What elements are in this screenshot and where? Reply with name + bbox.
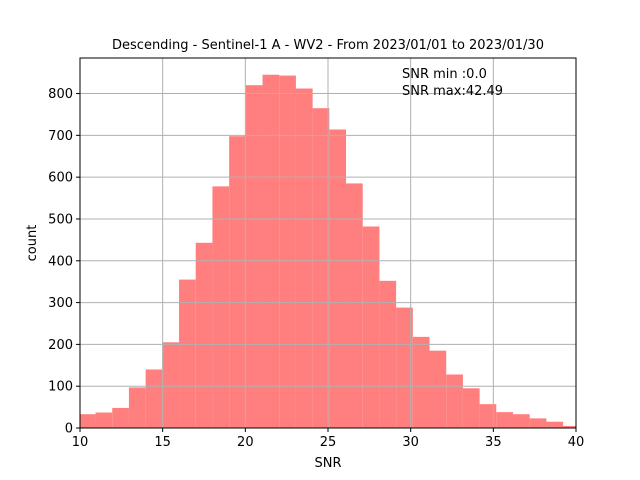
histogram-bar (446, 374, 463, 428)
histogram-bar (312, 108, 330, 428)
histogram-bar (329, 129, 347, 428)
histogram-bar (295, 88, 313, 428)
x-tick-label: 10 (72, 435, 89, 450)
histogram-bar (112, 407, 129, 428)
histogram-bar (496, 412, 514, 428)
x-tick-label: 15 (154, 435, 171, 450)
y-tick-label: 400 (48, 254, 73, 269)
y-tick-label: 100 (48, 380, 73, 395)
y-tick-label: 200 (48, 338, 73, 353)
histogram-bar (145, 369, 163, 428)
histogram-bar (362, 226, 380, 428)
annotation-snr-max: SNR max:42.49 (402, 84, 503, 99)
histogram-bar (529, 418, 547, 428)
histogram-bar (162, 342, 180, 428)
histogram-bars (80, 74, 576, 428)
histogram-bar (80, 414, 96, 428)
histogram-bar (546, 421, 564, 428)
annotation-snr-min: SNR min :0.0 (402, 67, 487, 82)
y-tick-label: 700 (48, 129, 73, 144)
y-tick-label: 0 (65, 422, 73, 437)
x-axis-ticks: 10 15 20 25 30 35 40 (72, 428, 585, 450)
x-axis-label: SNR (314, 456, 341, 471)
histogram-bar (429, 350, 447, 428)
x-tick-label: 25 (320, 435, 337, 450)
histogram-bar (479, 404, 497, 428)
x-tick-label: 35 (485, 435, 502, 450)
histogram-bar (128, 387, 146, 428)
y-tick-label: 600 (48, 171, 73, 186)
histogram-bar (563, 425, 576, 428)
histogram-bar (396, 307, 413, 428)
chart-title: Descending - Sentinel-1 A - WV2 - From 2… (112, 38, 544, 53)
y-axis-label: count (25, 225, 40, 262)
histogram-bar (229, 136, 246, 428)
histogram-bar (462, 388, 480, 428)
histogram-bar (212, 186, 230, 428)
histogram-bar (262, 74, 280, 428)
plot-area: 10 15 20 25 30 35 40 0 100 200 300 400 500 600 700 800… (48, 57, 585, 450)
histogram-bar (245, 85, 263, 428)
histogram-bar (279, 75, 296, 428)
x-tick-label: 30 (402, 435, 419, 450)
y-axis-ticks: 0 100 200 300 400 500 600 700 800 (48, 87, 80, 437)
x-tick-label: 20 (237, 435, 254, 450)
histogram-bar (412, 336, 430, 428)
histogram-bar (195, 242, 213, 428)
histogram-bar (179, 279, 196, 428)
histogram-bar (513, 414, 530, 428)
y-tick-label: 500 (48, 212, 73, 227)
x-tick-label: 40 (568, 435, 585, 450)
histogram-bar (379, 280, 397, 428)
y-tick-label: 300 (48, 296, 73, 311)
y-tick-label: 800 (48, 87, 73, 102)
histogram-bar (346, 183, 363, 428)
histogram-bar (95, 412, 113, 428)
